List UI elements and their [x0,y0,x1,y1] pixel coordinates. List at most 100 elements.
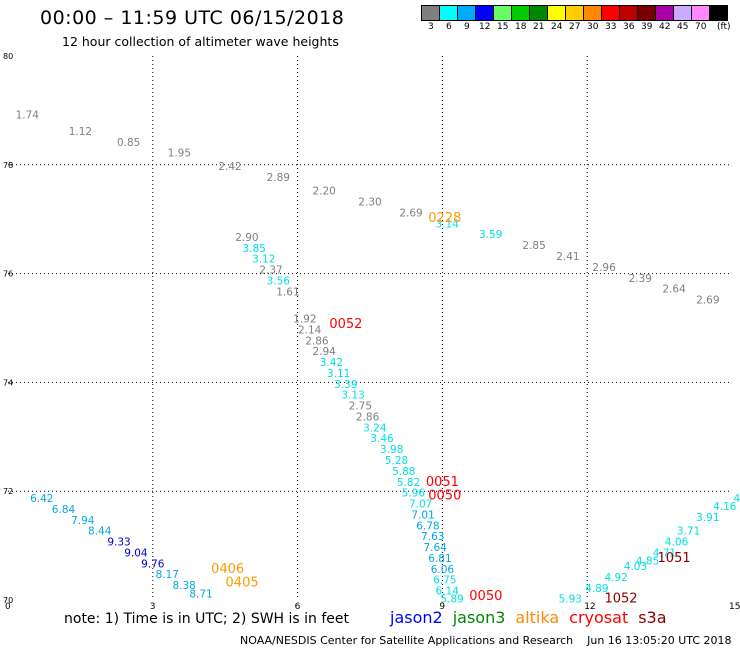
wave-height-value: 6.84 [52,504,76,516]
wave-height-value: 8.17 [156,569,179,581]
x-tick-label: 9 [439,602,445,612]
wave-height-value: 3.39 [334,379,357,391]
x-tick-label: 15 [729,602,740,612]
pass-time-label: 0405 [226,575,259,590]
y-tick-label: 70 [3,596,13,605]
pass-time-label: 0051 [426,475,459,490]
wave-height-value: 6.14 [436,586,460,598]
page-subtitle: 12 hour collection of altimeter wave hei… [62,34,339,49]
pass-time-label: 0228 [428,211,461,226]
x-tick-label: 6 [295,602,301,612]
wave-height-value: 2.64 [662,284,686,296]
pass-time-label: 0052 [329,317,362,332]
wave-height-value: 2.90 [235,232,258,244]
wave-height-value: 8.44 [88,526,112,538]
mission-label-jason3: jason3 [452,608,506,627]
wave-height-value: 1.12 [69,126,92,138]
wave-height-value: 8.71 [189,588,212,600]
legend-unit-label: (ft) [717,22,731,32]
wave-height-value: 2.86 [356,411,380,423]
y-tick-label: 72 [3,487,13,496]
wave-height-value: 2.41 [556,251,579,263]
wave-height-value: 2.69 [399,207,422,219]
wave-height-value: 6.06 [431,564,455,576]
wave-height-value: 2.30 [358,197,381,209]
mission-legend: jason2 jason3 altika cryosat s3a [390,608,677,627]
legend-bin-label: 12 [479,22,491,32]
wave-height-value: 1.92 [293,314,316,326]
wave-height-value: 5.82 [397,477,420,489]
wave-height-value: 2.94 [312,346,336,358]
x-tick-label: 12 [584,602,595,612]
legend-bin-label: 30 [587,22,599,32]
legend-bin-label: 33 [605,22,617,32]
wave-height-value: 4.16 [713,501,737,513]
footer-credit: NOAA/NESDIS Center for Satellite Applica… [240,634,732,647]
y-tick-label: 76 [3,270,13,279]
wave-height-value: 2.85 [522,240,545,252]
wave-height-value: 1.95 [168,148,191,160]
wave-height-value: 3.24 [363,422,387,434]
wave-height-value: 7.64 [423,542,447,554]
wave-height-value: 2.37 [259,265,282,277]
wave-height-value: 5.96 [402,488,426,500]
wave-height-value: 7.94 [71,515,95,527]
legend-bin-label: 70 [695,22,707,32]
wave-height-value: 6.75 [433,575,456,587]
color-legend [421,5,728,21]
wave-height-value: 4.03 [624,561,647,573]
wave-height-value: 2.14 [298,324,322,336]
wave-height-value: 3.11 [327,368,350,380]
wave-height-value: 3.12 [252,254,275,266]
legend-bin-label: 24 [551,22,563,32]
wave-height-value: 3.13 [341,390,364,402]
wave-height-value: 6.81 [428,553,451,565]
wave-height-value: 2.42 [218,161,241,173]
pass-time-label: 0050 [469,589,502,604]
legend-bin-label: 36 [623,22,635,32]
page-title: 00:00 – 11:59 UTC 06/15/2018 [40,7,345,29]
legend-bin-label: 45 [677,22,689,32]
wave-height-value: 4.89 [585,583,608,595]
pass-time-label: 0406 [211,562,244,577]
legend-bin-label: 39 [641,22,653,32]
wave-height-value: 7.07 [409,499,432,511]
mission-label-jason2: jason2 [390,608,443,627]
wave-height-value: 3.14 [436,218,460,230]
wave-height-value: 5.89 [440,594,463,606]
y-tick-label: 74 [3,378,13,387]
legend-bin-label: 27 [569,22,581,32]
mission-label-cryosat: cryosat [569,608,629,627]
wave-height-value: 9.33 [107,537,130,549]
y-tick-label: 80 [3,52,13,61]
wave-height-value: 4.92 [604,572,627,584]
mission-label-s3a: s3a [638,608,667,627]
wave-height-value: 4.71 [653,547,676,559]
legend-bin-label: 3 [428,22,434,32]
pass-time-label: 1052 [604,592,637,607]
wave-height-value: 3.85 [242,243,265,255]
wave-height-value: 2.75 [349,401,372,413]
wave-height-value: 6.78 [416,520,439,532]
wave-height-value: 3.98 [380,444,403,456]
wave-height-value: 5.93 [559,594,582,606]
wave-height-value: 5.28 [385,455,408,467]
wave-height-value: 4.06 [665,537,689,549]
legend-swatch [709,5,728,21]
wave-height-value: 2.39 [629,273,652,285]
wave-height-value: 3.59 [479,229,502,241]
y-tick-label: 78 [3,161,13,170]
wave-height-value: 3.56 [267,275,291,287]
wave-height-value: 3.42 [320,357,343,369]
wave-height-value: 3.91 [696,512,719,524]
wave-height-value: 2.69 [696,295,719,307]
wave-height-value: 1.61 [276,286,299,298]
wave-height-value: 9.04 [124,547,148,559]
wave-height-value: 2.20 [312,186,335,198]
wave-height-value: 9.76 [141,558,165,570]
legend-bin-label: 15 [497,22,509,32]
wave-height-value: 8.38 [172,580,195,592]
wave-height-value: 4 [733,493,740,505]
wave-height-value: 7.63 [421,531,444,543]
